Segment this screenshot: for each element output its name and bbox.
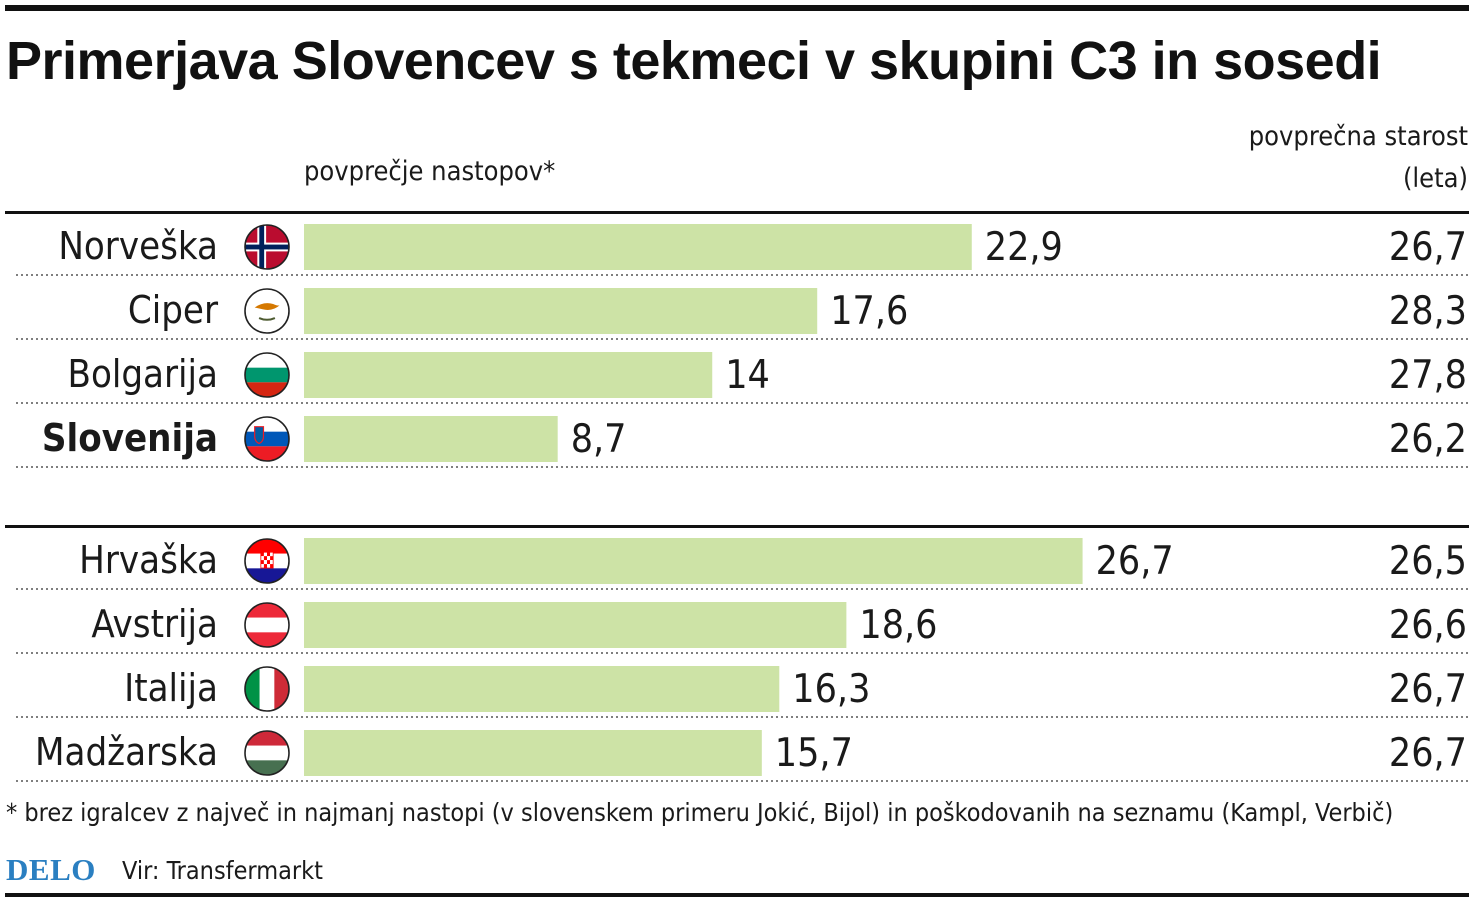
bar-value-label: 18,6 [859, 603, 937, 648]
bar-value-label: 14 [725, 353, 770, 398]
cyprus-flag-icon [245, 289, 289, 333]
footnote: * brez igralcev z največ in najmanj nast… [6, 798, 1394, 827]
age-value-label: 26,7 [1389, 667, 1467, 712]
country-label: Slovenija [42, 416, 218, 460]
country-label: Madžarska [35, 730, 218, 774]
country-label: Ciper [128, 288, 219, 332]
bar [304, 730, 762, 776]
flag-outline [244, 602, 290, 648]
bar [304, 666, 780, 712]
flag-outline [244, 288, 290, 334]
country-label: Avstrija [91, 602, 218, 646]
bottom-rule [5, 893, 1469, 897]
country-label: Hrvaška [79, 538, 218, 582]
norway-flag-icon [245, 225, 289, 269]
age-column-header-line-2: (leta) [1402, 163, 1468, 194]
bar-value-label: 8,7 [571, 417, 627, 462]
country-label: Bolgarija [67, 352, 218, 396]
bar [304, 416, 558, 462]
bar-value-label: 15,7 [775, 731, 853, 776]
age-value-label: 26,5 [1389, 539, 1467, 584]
age-value-label: 28,3 [1389, 289, 1467, 334]
flag-outline [244, 352, 290, 398]
bar [304, 602, 847, 648]
flag-outline [244, 538, 290, 584]
source-note: Vir: Transfermarkt [122, 856, 323, 885]
bar [304, 288, 818, 334]
bar-value-label: 17,6 [830, 289, 908, 334]
flag-outline [244, 416, 290, 462]
age-column-header-line-1: povprečna starost [1248, 121, 1468, 152]
age-value-label: 26,7 [1389, 731, 1467, 776]
flag-outline [244, 666, 290, 712]
age-value-label: 26,2 [1389, 417, 1467, 462]
delo-logo: DELO [6, 852, 96, 887]
chart-title: Primerjava Slovencev s tekmeci v skupini… [6, 31, 1382, 91]
bar [304, 352, 713, 398]
flag-outline [244, 224, 290, 270]
age-value-label: 27,8 [1389, 353, 1467, 398]
country-label: Italija [124, 666, 218, 710]
bar-column-header: povprečje nastopov* [304, 156, 556, 187]
bar-value-label: 16,3 [792, 667, 870, 712]
group-separator [5, 211, 1469, 214]
age-column-header: povprečna starost (leta) [1249, 116, 1468, 200]
top-rule [5, 5, 1469, 11]
bar [304, 224, 972, 270]
flag-outline [244, 730, 290, 776]
group-separator [5, 525, 1469, 528]
age-value-label: 26,6 [1389, 603, 1467, 648]
bar [304, 538, 1083, 584]
age-value-label: 26,7 [1389, 225, 1467, 270]
bar-value-label: 26,7 [1096, 539, 1174, 584]
bar-value-label: 22,9 [985, 225, 1063, 270]
country-label: Norveška [58, 224, 218, 268]
